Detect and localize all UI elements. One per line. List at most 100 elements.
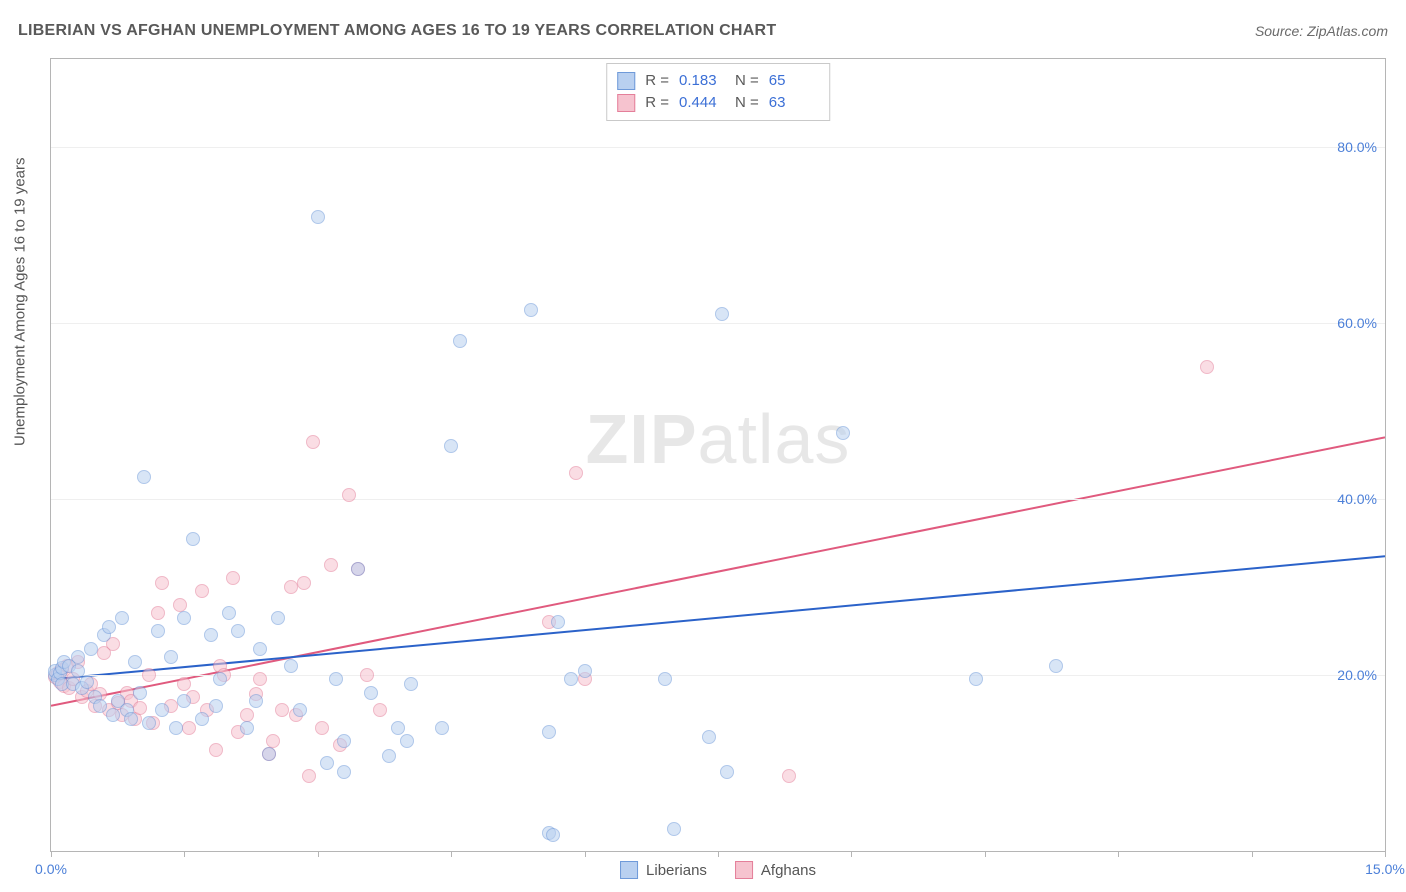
x-tick [851, 851, 852, 857]
x-tick [184, 851, 185, 857]
x-tick [1252, 851, 1253, 857]
point-liberians [231, 624, 245, 638]
point-liberians [836, 426, 850, 440]
point-liberians [240, 721, 254, 735]
point-liberians [93, 699, 107, 713]
point-liberians [546, 828, 560, 842]
point-liberians [80, 675, 94, 689]
point-liberians [102, 620, 116, 634]
watermark-bold: ZIP [586, 400, 698, 478]
gridline [51, 147, 1385, 148]
n-label: N = [735, 92, 759, 114]
point-afghans [284, 580, 298, 594]
correlation-legend: R = 0.183 N = 65 R = 0.444 N = 63 [606, 63, 830, 121]
point-liberians [106, 708, 120, 722]
watermark-rest: atlas [698, 400, 851, 478]
point-liberians [391, 721, 405, 735]
point-liberians [284, 659, 298, 673]
point-afghans [324, 558, 338, 572]
point-afghans [342, 488, 356, 502]
n-value-liberians: 65 [769, 70, 815, 92]
point-afghans [275, 703, 289, 717]
chart-area: ZIPatlas 20.0%40.0%60.0%80.0%0.0%15.0% R… [50, 58, 1386, 852]
point-liberians [542, 725, 556, 739]
legend-row-afghans: R = 0.444 N = 63 [617, 92, 815, 114]
point-liberians [667, 822, 681, 836]
point-liberians [400, 734, 414, 748]
point-liberians [364, 686, 378, 700]
point-liberians [124, 712, 138, 726]
swatch-afghans [617, 94, 635, 112]
point-afghans [315, 721, 329, 735]
x-tick [985, 851, 986, 857]
point-afghans [373, 703, 387, 717]
point-afghans [177, 677, 191, 691]
n-value-afghans: 63 [769, 92, 815, 114]
x-tick-label: 15.0% [1365, 861, 1405, 877]
point-liberians [1049, 659, 1063, 673]
point-liberians [351, 562, 365, 576]
point-afghans [569, 466, 583, 480]
x-tick-label: 0.0% [35, 861, 67, 877]
legend-label-liberians: Liberians [646, 862, 707, 879]
point-liberians [186, 532, 200, 546]
point-liberians [222, 606, 236, 620]
point-liberians [151, 624, 165, 638]
point-liberians [969, 672, 983, 686]
y-tick-label: 40.0% [1337, 491, 1387, 507]
point-liberians [169, 721, 183, 735]
point-liberians [720, 765, 734, 779]
point-liberians [658, 672, 672, 686]
gridline [51, 323, 1385, 324]
plot-area: ZIPatlas 20.0%40.0%60.0%80.0%0.0%15.0% [51, 59, 1385, 851]
point-liberians [71, 650, 85, 664]
point-afghans [266, 734, 280, 748]
swatch-liberians [620, 861, 638, 879]
point-liberians [444, 439, 458, 453]
point-afghans [151, 606, 165, 620]
point-afghans [360, 668, 374, 682]
point-liberians [702, 730, 716, 744]
x-tick [1118, 851, 1119, 857]
point-liberians [262, 747, 276, 761]
trend-line [51, 556, 1385, 679]
x-tick [51, 851, 52, 857]
point-liberians [195, 712, 209, 726]
point-liberians [337, 765, 351, 779]
x-tick [585, 851, 586, 857]
point-afghans [782, 769, 796, 783]
r-value-liberians: 0.183 [679, 70, 725, 92]
point-liberians [204, 628, 218, 642]
point-afghans [195, 584, 209, 598]
gridline [51, 675, 1385, 676]
r-label: R = [645, 70, 669, 92]
point-afghans [297, 576, 311, 590]
r-value-afghans: 0.444 [679, 92, 725, 114]
legend-row-liberians: R = 0.183 N = 65 [617, 70, 815, 92]
point-afghans [306, 435, 320, 449]
point-liberians [177, 611, 191, 625]
series-legend: Liberians Afghans [620, 861, 816, 879]
y-tick-label: 80.0% [1337, 139, 1387, 155]
point-liberians [115, 611, 129, 625]
point-liberians [253, 642, 267, 656]
point-liberians [142, 716, 156, 730]
source-label: Source: ZipAtlas.com [1255, 23, 1388, 39]
swatch-afghans [735, 861, 753, 879]
legend-item-afghans: Afghans [735, 861, 816, 879]
point-liberians [329, 672, 343, 686]
legend-item-liberians: Liberians [620, 861, 707, 879]
point-afghans [302, 769, 316, 783]
legend-label-afghans: Afghans [761, 862, 816, 879]
y-tick-label: 60.0% [1337, 315, 1387, 331]
point-liberians [382, 749, 396, 763]
x-tick [318, 851, 319, 857]
point-afghans [226, 571, 240, 585]
point-afghans [209, 743, 223, 757]
trend-line [51, 437, 1385, 705]
point-liberians [271, 611, 285, 625]
point-afghans [182, 721, 196, 735]
point-liberians [164, 650, 178, 664]
point-liberians [578, 664, 592, 678]
point-afghans [240, 708, 254, 722]
